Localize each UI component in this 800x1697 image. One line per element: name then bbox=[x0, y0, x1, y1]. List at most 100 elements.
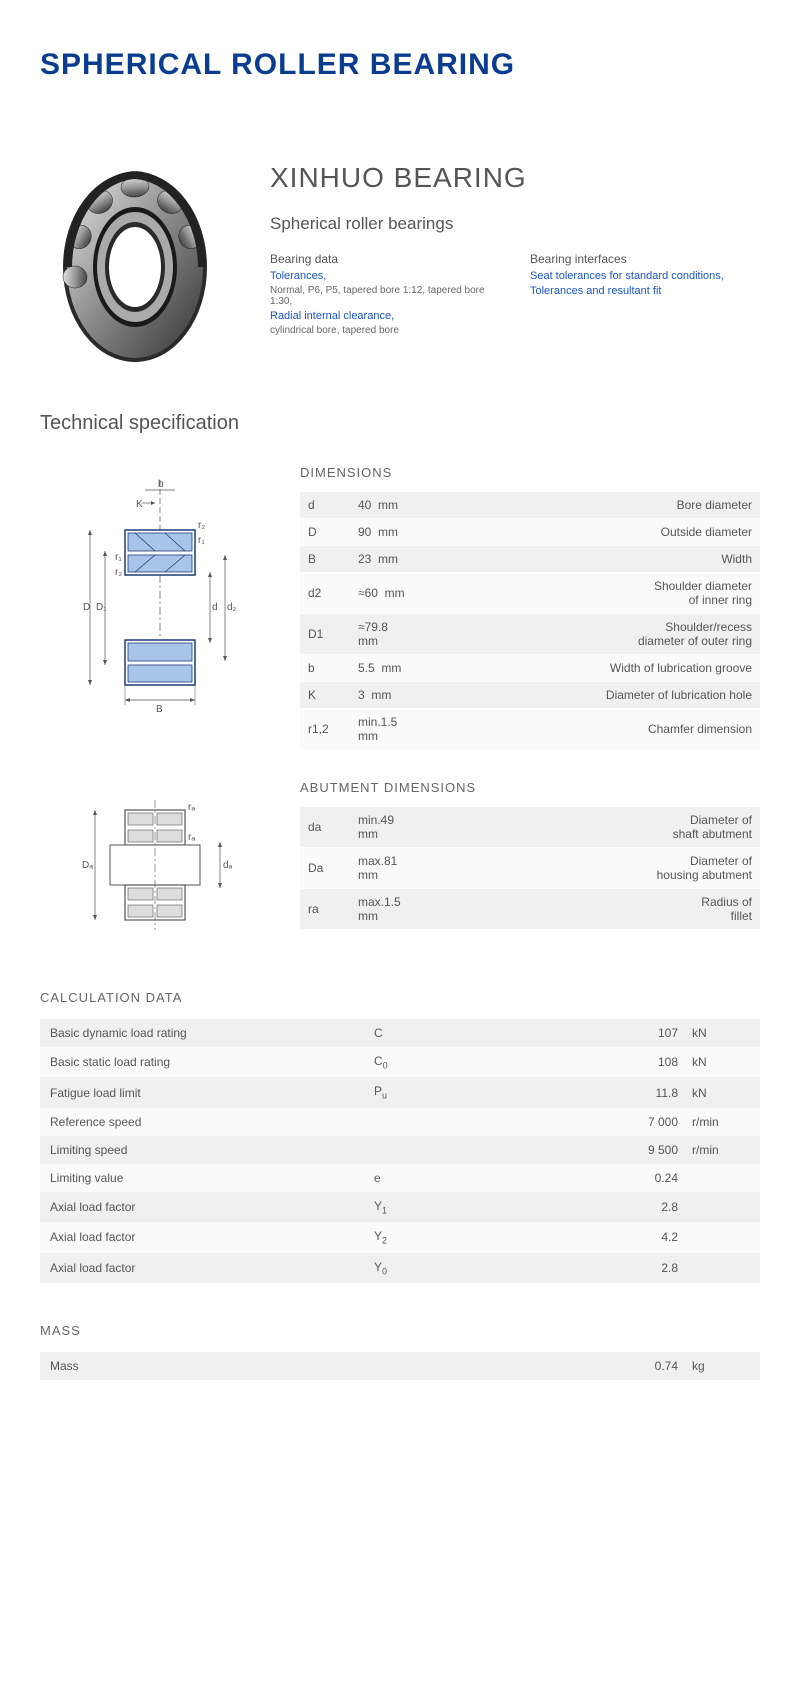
dim-desc: Diameter ofshaft abutment bbox=[420, 807, 760, 848]
dim-symbol: d bbox=[300, 492, 350, 519]
dim-value: min.49mm bbox=[350, 807, 420, 848]
tech-spec-heading: Technical specification bbox=[40, 412, 760, 435]
table-row: Axial load factorY24.2 bbox=[40, 1222, 760, 1252]
dim-symbol: d2 bbox=[300, 573, 350, 614]
dim-desc: Diameter ofhousing abutment bbox=[420, 848, 760, 889]
mass-label: MASS bbox=[40, 1323, 760, 1338]
dim-symbol: da bbox=[300, 807, 350, 848]
svg-text:r₁: r₁ bbox=[198, 535, 205, 546]
dimensions-diagram: b K r₂ r₁ r₁ bbox=[40, 465, 280, 750]
calc-unit: r/min bbox=[688, 1108, 760, 1136]
calc-value: 0.24 bbox=[508, 1164, 688, 1192]
bore-note: cylindrical bore, tapered bore bbox=[270, 325, 500, 336]
table-row: b5.5 mmWidth of lubrication groove bbox=[300, 655, 760, 682]
table-row: ramax.1.5mmRadius offillet bbox=[300, 889, 760, 930]
table-row: D1≈79.8mmShoulder/recessdiameter of oute… bbox=[300, 614, 760, 655]
product-subtitle: Spherical roller bearings bbox=[270, 214, 760, 234]
calc-symbol: Y0 bbox=[364, 1253, 508, 1283]
calc-unit: kN bbox=[688, 1077, 760, 1107]
calc-unit bbox=[688, 1164, 760, 1192]
table-row: r1,2min.1.5mmChamfer dimension bbox=[300, 709, 760, 750]
table-row: Basic static load ratingC0108kN bbox=[40, 1047, 760, 1077]
calculation-label: CALCULATION DATA bbox=[40, 990, 760, 1005]
mass-row-unit: kg bbox=[688, 1352, 760, 1380]
calc-value: 107 bbox=[508, 1019, 688, 1047]
tolerances-link[interactable]: Tolerances, bbox=[270, 270, 500, 282]
dim-desc: Chamfer dimension bbox=[420, 709, 760, 750]
table-row: Axial load factorY12.8 bbox=[40, 1192, 760, 1222]
brand-name: XINHUO BEARING bbox=[270, 162, 760, 194]
dim-desc: Width bbox=[420, 546, 760, 573]
calc-value: 4.2 bbox=[508, 1222, 688, 1252]
svg-text:r₂: r₂ bbox=[115, 567, 122, 578]
dim-symbol: b bbox=[300, 655, 350, 682]
dim-value: 23 mm bbox=[350, 546, 420, 573]
bearing-interfaces-column: Bearing interfaces Seat tolerances for s… bbox=[530, 252, 760, 339]
abutment-label: ABUTMENT DIMENSIONS bbox=[300, 780, 760, 795]
dim-value: ≈60 mm bbox=[350, 573, 420, 614]
mass-table: Mass 0.74 kg bbox=[40, 1352, 760, 1380]
abutment-diagram: rₐ rₐ Dₐ dₐ bbox=[40, 780, 280, 950]
svg-text:d₂: d₂ bbox=[227, 602, 237, 613]
calc-label: Axial load factor bbox=[40, 1222, 364, 1252]
calc-label: Axial load factor bbox=[40, 1192, 364, 1222]
radial-link[interactable]: Radial internal clearance, bbox=[270, 310, 500, 322]
calc-unit: kN bbox=[688, 1047, 760, 1077]
calc-value: 9 500 bbox=[508, 1136, 688, 1164]
dim-value: ≈79.8mm bbox=[350, 614, 420, 655]
dim-value: max.81mm bbox=[350, 848, 420, 889]
seat-tolerances-link[interactable]: Seat tolerances for standard conditions, bbox=[530, 270, 760, 282]
calc-label: Basic dynamic load rating bbox=[40, 1019, 364, 1047]
calc-symbol bbox=[364, 1136, 508, 1164]
table-row: D90 mmOutside diameter bbox=[300, 519, 760, 546]
dim-value: 90 mm bbox=[350, 519, 420, 546]
calc-value: 11.8 bbox=[508, 1077, 688, 1107]
mass-row-val: 0.74 bbox=[508, 1352, 688, 1380]
calc-label: Limiting value bbox=[40, 1164, 364, 1192]
dim-symbol: D1 bbox=[300, 614, 350, 655]
calc-symbol: e bbox=[364, 1164, 508, 1192]
svg-text:K: K bbox=[136, 499, 143, 510]
bearing-product-image bbox=[40, 162, 230, 372]
calc-label: Axial load factor bbox=[40, 1253, 364, 1283]
calc-value: 7 000 bbox=[508, 1108, 688, 1136]
calc-unit bbox=[688, 1192, 760, 1222]
resultant-fit-link[interactable]: Tolerances and resultant fit bbox=[530, 285, 760, 297]
dim-value: max.1.5mm bbox=[350, 889, 420, 930]
mass-row-label: Mass bbox=[40, 1352, 364, 1380]
dim-symbol: B bbox=[300, 546, 350, 573]
bearing-data-column: Bearing data Tolerances, Normal, P6, P5,… bbox=[270, 252, 500, 339]
calc-unit bbox=[688, 1253, 760, 1283]
dim-desc: Shoulder/recessdiameter of outer ring bbox=[420, 614, 760, 655]
dim-desc: Shoulder diameterof inner ring bbox=[420, 573, 760, 614]
table-row: damin.49mmDiameter ofshaft abutment bbox=[300, 807, 760, 848]
svg-text:r₂: r₂ bbox=[198, 520, 205, 531]
calc-value: 2.8 bbox=[508, 1253, 688, 1283]
calc-label: Fatigue load limit bbox=[40, 1077, 364, 1107]
svg-text:d: d bbox=[212, 602, 218, 613]
dim-desc: Width of lubrication groove bbox=[420, 655, 760, 682]
svg-text:b: b bbox=[158, 479, 164, 490]
calc-unit bbox=[688, 1222, 760, 1252]
dimensions-label: DIMENSIONS bbox=[300, 465, 760, 480]
dim-desc: Diameter of lubrication hole bbox=[420, 682, 760, 709]
abutment-table: damin.49mmDiameter ofshaft abutmentDamax… bbox=[300, 807, 760, 930]
dim-symbol: r1,2 bbox=[300, 709, 350, 750]
dim-desc: Outside diameter bbox=[420, 519, 760, 546]
interfaces-head: Bearing interfaces bbox=[530, 252, 760, 266]
svg-text:rₐ: rₐ bbox=[188, 832, 195, 843]
svg-text:dₐ: dₐ bbox=[223, 860, 233, 871]
dimensions-table: d40 mmBore diameterD90 mmOutside diamete… bbox=[300, 492, 760, 750]
svg-text:r₁: r₁ bbox=[115, 552, 122, 563]
dim-value: 3 mm bbox=[350, 682, 420, 709]
table-row: Axial load factorY02.8 bbox=[40, 1253, 760, 1283]
table-row: d40 mmBore diameter bbox=[300, 492, 760, 519]
calc-symbol bbox=[364, 1108, 508, 1136]
dim-value: 5.5 mm bbox=[350, 655, 420, 682]
dim-symbol: Da bbox=[300, 848, 350, 889]
table-row: B23 mmWidth bbox=[300, 546, 760, 573]
table-row: d2≈60 mmShoulder diameterof inner ring bbox=[300, 573, 760, 614]
calc-symbol: C bbox=[364, 1019, 508, 1047]
dim-symbol: D bbox=[300, 519, 350, 546]
table-row: Damax.81mmDiameter ofhousing abutment bbox=[300, 848, 760, 889]
